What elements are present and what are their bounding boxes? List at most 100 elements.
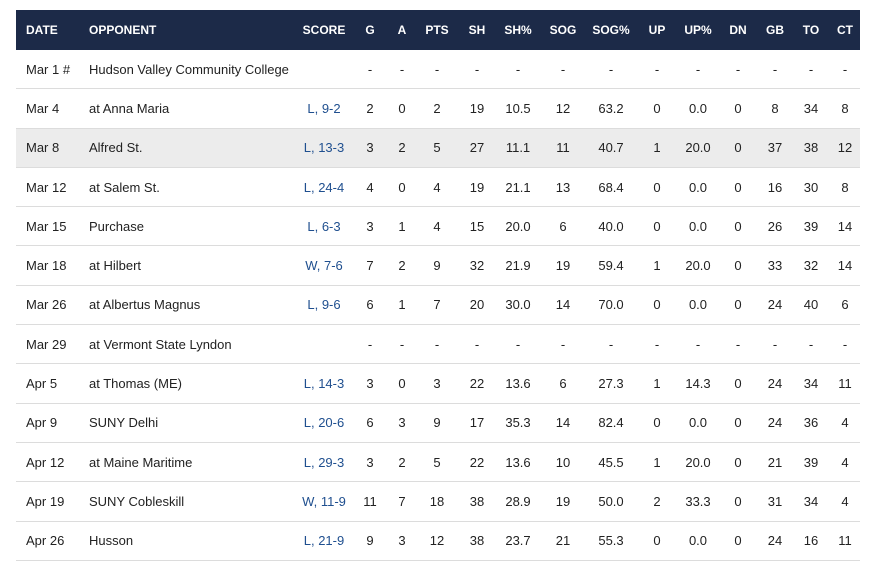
score-link[interactable]: W, 7-6 [305,258,343,274]
score-link[interactable]: L, 20-6 [303,415,345,431]
cell: 6 [830,285,860,326]
schedule-table: DATE OPPONENT SCORE G A PTS SH SH% SOG SOG% UP UP% D… [16,10,860,561]
score-link[interactable]: L, 9-2 [307,100,341,116]
column-header: DN [718,10,758,50]
cell: Mar 18 [16,245,80,286]
cell: 0 [718,521,758,561]
cell: 36 [792,403,830,443]
cell: L, 13-3 [296,128,352,168]
cell: - [352,50,388,90]
game-row: Apr 5 at Thomas (ME) L, 14-3 3 0 3 22 13.6 6 27.3… [16,363,860,404]
game-row: Mar 29 at Vermont State Lyndon - - - - - - - - - - -… [16,324,860,365]
cell: 4 [416,206,458,247]
cell: 9 [416,403,458,443]
cell: 20.0 [678,245,718,286]
cell: at Thomas (ME) [80,363,296,404]
cell: 0 [718,285,758,326]
column-header: PTS [416,10,458,50]
score-link[interactable]: L, 21-9 [303,533,345,549]
cell: 8 [830,88,860,129]
cell: 30.0 [496,285,540,326]
cell: 18 [416,481,458,522]
cell: 14.3 [678,363,718,404]
score-link[interactable]: L, 24-4 [303,179,345,195]
cell: 33 [758,245,792,286]
cell: 63.2 [586,88,636,129]
cell: 34 [792,363,830,404]
cell: 22 [458,363,496,404]
score-link[interactable]: W, 11-9 [302,493,346,509]
header-row: DATE OPPONENT SCORE G A PTS SH SH% SOG SOG% UP UP% D… [16,10,860,50]
score-link[interactable]: L, 6-3 [307,218,341,234]
cell: 27.3 [586,363,636,404]
cell: L, 21-9 [296,521,352,561]
cell: 45.5 [586,442,636,483]
column-header: UP% [678,10,718,50]
cell: - [496,324,540,365]
cell: Purchase [80,206,296,247]
cell: 50.0 [586,481,636,522]
cell: at Albertus Magnus [80,285,296,326]
column-header: UP [636,10,678,50]
cell: L, 20-6 [296,403,352,443]
cell: - [758,50,792,90]
cell: 35.3 [496,403,540,443]
cell: 2 [388,245,416,286]
cell: 13 [540,167,586,208]
cell: 2 [636,481,678,522]
cell: - [718,324,758,365]
cell: - [586,50,636,90]
cell: 27 [458,128,496,168]
cell: 6 [540,363,586,404]
game-row: Apr 19 SUNY Cobleskill W, 11-9 11 7 18 38 28.9 1… [16,481,860,522]
cell: 34 [792,481,830,522]
column-header: DATE [16,10,80,50]
cell: 40.0 [586,206,636,247]
schedule-table-container: DATE OPPONENT SCORE G A PTS SH SH% SOG SOG% UP UP% D… [16,10,860,561]
cell: 20.0 [496,206,540,247]
cell: 21 [758,442,792,483]
cell: 4 [352,167,388,208]
score-link[interactable]: L, 14-3 [303,376,345,392]
cell: 38 [458,521,496,561]
cell: - [830,50,860,90]
column-header: G [352,10,388,50]
cell: 0.0 [678,206,718,247]
cell: 0 [718,167,758,208]
cell: - [416,324,458,365]
score-link[interactable]: L, 13-3 [303,140,345,156]
game-row: Mar 12 at Salem St. L, 24-4 4 0 4 19 21.1 13 68.4… [16,167,860,208]
cell: Mar 15 [16,206,80,247]
cell: 9 [416,245,458,286]
cell: 10.5 [496,88,540,129]
cell: 37 [758,128,792,168]
cell: 39 [792,206,830,247]
column-header: SH% [496,10,540,50]
cell: 40 [792,285,830,326]
cell [296,50,352,90]
cell: - [678,50,718,90]
cell: 1 [636,245,678,286]
cell: 3 [352,206,388,247]
cell: W, 7-6 [296,245,352,286]
cell: - [678,324,718,365]
cell: 6 [352,403,388,443]
cell: L, 14-3 [296,363,352,404]
cell: L, 9-6 [296,285,352,326]
cell: - [496,50,540,90]
cell: 0.0 [678,88,718,129]
cell: 12 [830,128,860,168]
cell: 7 [352,245,388,286]
score-link[interactable]: L, 29-3 [303,454,345,470]
cell: Mar 4 [16,88,80,129]
cell: 4 [830,481,860,522]
cell: - [540,324,586,365]
cell: 21.9 [496,245,540,286]
cell: 13.6 [496,442,540,483]
cell: at Salem St. [80,167,296,208]
cell: at Anna Maria [80,88,296,129]
score-link[interactable]: L, 9-6 [307,297,341,313]
cell: 0.0 [678,285,718,326]
cell: 1 [636,363,678,404]
